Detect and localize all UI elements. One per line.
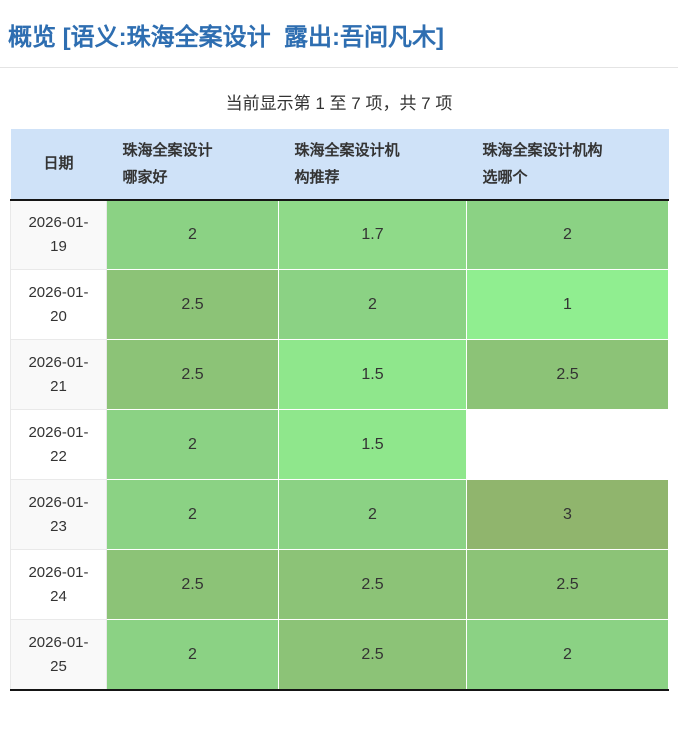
rank-cell: 2.5 — [466, 549, 669, 621]
page-title: 概览 [语义:珠海全案设计 露出:吾间凡木] — [8, 24, 444, 51]
table-row: 2026-01-22 2 1.5 — [10, 409, 669, 481]
rank-cell: 2 — [106, 619, 279, 691]
rank-cell: 1.5 — [278, 409, 467, 481]
rank-cell: 2.5 — [106, 269, 279, 341]
date-cell: 2026-01-24 — [10, 549, 107, 621]
rank-cell: 2.5 — [106, 549, 279, 621]
rank-cell: 2 — [106, 409, 279, 481]
date-cell: 2026-01-25 — [10, 619, 107, 691]
date-cell: 2026-01-23 — [10, 479, 107, 551]
date-cell: 2026-01-20 — [10, 269, 107, 341]
table-row: 2026-01-21 2.5 1.5 2.5 — [10, 339, 669, 411]
date-cell: 2026-01-21 — [10, 339, 107, 411]
rank-cell: 2 — [106, 199, 279, 271]
rank-cell: 2.5 — [106, 339, 279, 411]
column-header-keyword-3: 珠海全案设计机构 选哪个 — [466, 128, 669, 201]
column-header-keyword-1: 珠海全案设计 哪家好 — [106, 128, 279, 201]
rank-cell: 1.5 — [278, 339, 467, 411]
table-row: 2026-01-25 2 2.5 2 — [10, 619, 669, 691]
rank-cell: 1.7 — [278, 199, 467, 271]
overview-page: 概览 [语义:珠海全案设计 露出:吾间凡木] 当前显示第 1 至 7 项，共 7… — [0, 24, 678, 729]
rank-cell: 2 — [466, 199, 669, 271]
column-header-date: 日期 — [10, 128, 107, 201]
rank-cell-empty — [466, 409, 669, 481]
rank-cell: 2.5 — [466, 339, 669, 411]
rank-cell: 2.5 — [278, 619, 467, 691]
table-row: 2026-01-20 2.5 2 1 — [10, 269, 669, 341]
table-row: 2026-01-23 2 2 3 — [10, 479, 669, 551]
date-cell: 2026-01-19 — [10, 199, 107, 271]
date-cell: 2026-01-22 — [10, 409, 107, 481]
rank-cell: 2 — [106, 479, 279, 551]
table-row: 2026-01-19 2 1.7 2 — [10, 199, 669, 271]
table-row: 2026-01-24 2.5 2.5 2.5 — [10, 549, 669, 621]
pagination-summary: 当前显示第 1 至 7 项，共 7 项 — [225, 93, 453, 113]
rank-cell: 2 — [278, 479, 467, 551]
ranking-table: 日期 珠海全案设计 哪家好 珠海全案设计机 构推荐 珠海全案设计机构 选哪个 2… — [10, 128, 669, 691]
column-header-keyword-2: 珠海全案设计机 构推荐 — [278, 128, 467, 201]
rank-cell: 2.5 — [278, 549, 467, 621]
rank-cell: 2 — [466, 619, 669, 691]
rank-cell: 3 — [466, 479, 669, 551]
rank-cell: 2 — [278, 269, 467, 341]
title-divider — [0, 66, 678, 68]
rank-cell: 1 — [466, 269, 669, 341]
table-header-row: 日期 珠海全案设计 哪家好 珠海全案设计机 构推荐 珠海全案设计机构 选哪个 — [10, 128, 669, 201]
